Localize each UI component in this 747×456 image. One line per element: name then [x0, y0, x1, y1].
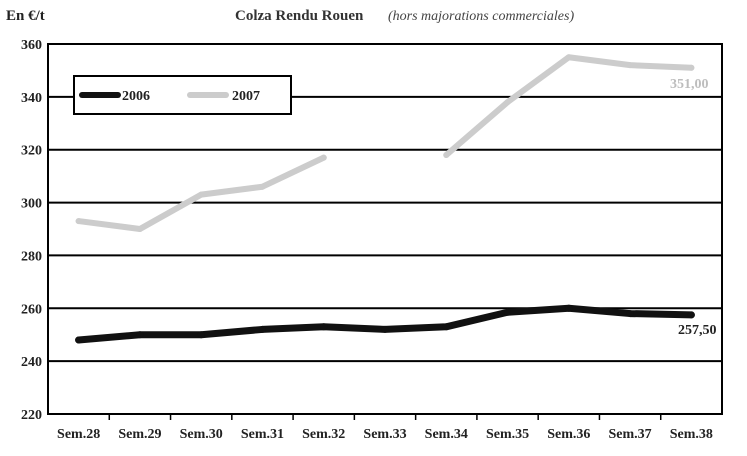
- data-point-2006: [320, 323, 328, 331]
- data-point-2007: [320, 154, 327, 161]
- data-point-2006: [687, 311, 695, 319]
- plot-frame: [47, 43, 723, 415]
- x-tick-label: Sem.38: [670, 427, 713, 442]
- chart-subtitle: (hors majorations commerciales): [388, 9, 574, 24]
- end-value-label-2006: 257,50: [678, 323, 717, 338]
- x-tick-label: Sem.36: [547, 427, 590, 442]
- x-tick-label: Sem.31: [241, 427, 284, 442]
- data-point-2007: [688, 64, 695, 71]
- data-point-2006: [565, 304, 573, 312]
- y-axis-ticks: 220 240 260 280 300 320 340 360: [21, 38, 42, 423]
- data-point-2006: [442, 323, 450, 331]
- end-value-label-2007: 351,00: [670, 77, 709, 92]
- data-point-2007: [504, 99, 511, 106]
- data-point-2007: [443, 152, 450, 158]
- data-point-2006: [504, 308, 512, 316]
- data-point-2007: [75, 218, 82, 225]
- series-line-2006: [75, 304, 695, 344]
- data-point-2007: [259, 183, 266, 190]
- y-tick-label: 340: [21, 91, 42, 106]
- y-tick-label: 260: [21, 302, 42, 317]
- data-point-2006: [136, 331, 144, 339]
- series-line-2007: [443, 54, 695, 158]
- y-tick-label: 360: [21, 38, 42, 53]
- y-tick-label: 220: [21, 408, 42, 423]
- x-axis-ticks: Sem.28 Sem.29 Sem.30 Sem.31 Sem.32 Sem.33 Sem.…: [57, 414, 713, 442]
- legend-label-2006: 2006: [122, 89, 150, 104]
- data-point-2006: [197, 331, 205, 339]
- series-lines: [75, 54, 695, 344]
- chart-title: Colza Rendu Rouen: [235, 8, 364, 24]
- legend-box: [73, 75, 292, 115]
- gridlines: [48, 95, 722, 363]
- legend: 2006 2007: [73, 75, 292, 115]
- x-tick-label: Sem.28: [57, 427, 100, 442]
- y-tick-label: 280: [21, 249, 42, 264]
- data-point-2007: [565, 54, 572, 61]
- data-point-2006: [258, 325, 266, 333]
- x-tick-label: Sem.29: [118, 427, 161, 442]
- x-tick-label: Sem.37: [609, 427, 652, 442]
- data-point-2007: [198, 191, 205, 198]
- data-point-2006: [381, 325, 389, 333]
- data-point-2007: [136, 226, 143, 232]
- data-point-2006: [626, 310, 634, 318]
- x-tick-label: Sem.34: [425, 427, 468, 442]
- x-tick-label: Sem.33: [363, 427, 406, 442]
- data-point-2007: [627, 62, 634, 69]
- x-tick-label: Sem.32: [302, 427, 345, 442]
- data-point-2006: [75, 336, 83, 344]
- x-tick-label: Sem.35: [486, 427, 529, 442]
- y-tick-label: 300: [21, 197, 42, 212]
- y-tick-label: 240: [21, 355, 42, 370]
- x-tick-label: Sem.30: [180, 427, 223, 442]
- y-tick-label: 320: [21, 144, 42, 159]
- y-axis-unit-label: En €/t: [6, 8, 45, 24]
- legend-label-2007: 2007: [232, 89, 260, 104]
